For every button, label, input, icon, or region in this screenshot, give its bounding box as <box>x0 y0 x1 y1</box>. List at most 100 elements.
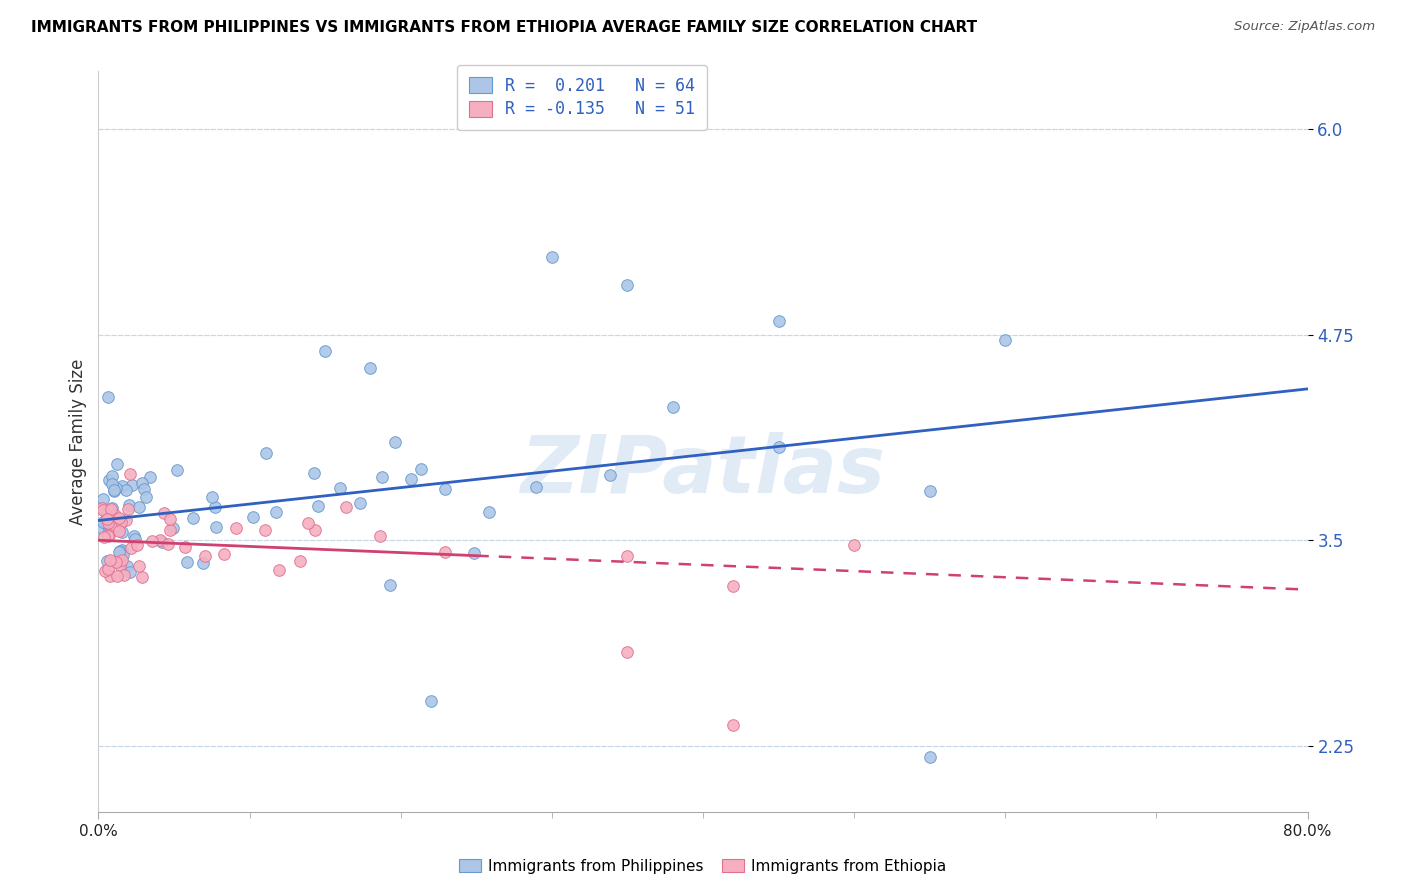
Point <box>103 483 125 497</box>
Point <box>105 569 128 583</box>
Point <box>97 561 120 575</box>
Point <box>661 400 683 414</box>
Point <box>107 511 129 525</box>
Point <box>205 520 228 534</box>
Point <box>616 549 638 563</box>
Text: ZIPatlas: ZIPatlas <box>520 432 886 510</box>
Point <box>104 518 127 533</box>
Point <box>97 390 120 404</box>
Point <box>181 511 204 525</box>
Point <box>384 435 406 450</box>
Point <box>994 333 1017 347</box>
Point <box>91 520 114 534</box>
Point <box>304 523 326 537</box>
Point <box>159 523 181 537</box>
Point <box>101 469 124 483</box>
Point <box>302 466 325 480</box>
Point <box>918 483 941 498</box>
Point <box>96 516 118 530</box>
Point <box>314 344 336 359</box>
Point <box>723 717 745 731</box>
Point <box>124 529 146 543</box>
Point <box>108 543 131 558</box>
Point <box>125 538 148 552</box>
Point <box>264 505 287 519</box>
Point <box>141 534 163 549</box>
Point <box>98 504 121 518</box>
Point <box>98 528 121 542</box>
Point <box>162 521 184 535</box>
Point <box>100 476 122 491</box>
Point <box>97 473 120 487</box>
Point <box>108 558 131 572</box>
Point <box>97 519 120 533</box>
Point <box>128 558 150 573</box>
Point <box>118 467 141 481</box>
Point <box>918 750 941 764</box>
Point <box>93 530 115 544</box>
Point <box>97 527 120 541</box>
Point <box>149 533 172 548</box>
Point <box>768 314 790 328</box>
Point <box>111 553 134 567</box>
Point <box>193 549 215 563</box>
Point <box>105 458 128 472</box>
Point <box>100 502 122 516</box>
Point <box>378 578 401 592</box>
Point <box>349 495 371 509</box>
Point <box>308 499 330 513</box>
Point <box>120 565 142 579</box>
Point <box>115 559 138 574</box>
Point <box>409 462 432 476</box>
Point <box>96 512 118 526</box>
Point <box>131 570 153 584</box>
Text: Source: ZipAtlas.com: Source: ZipAtlas.com <box>1234 20 1375 33</box>
Point <box>111 542 134 557</box>
Point <box>139 470 162 484</box>
Point <box>150 535 173 549</box>
Point <box>254 445 277 459</box>
Point <box>96 553 118 567</box>
Point <box>616 645 638 659</box>
Point <box>242 510 264 524</box>
Point <box>335 500 357 514</box>
Point <box>134 482 156 496</box>
Point <box>176 555 198 569</box>
Point <box>104 508 127 522</box>
Point <box>91 515 114 529</box>
Point <box>112 568 135 582</box>
Point <box>124 532 146 546</box>
Point <box>328 481 350 495</box>
Point <box>111 549 134 563</box>
Point <box>94 564 117 578</box>
Point <box>159 512 181 526</box>
Point <box>135 490 157 504</box>
Point <box>616 278 638 293</box>
Text: IMMIGRANTS FROM PHILIPPINES VS IMMIGRANTS FROM ETHIOPIA AVERAGE FAMILY SIZE CORR: IMMIGRANTS FROM PHILIPPINES VS IMMIGRANT… <box>31 20 977 35</box>
Point <box>153 506 176 520</box>
Point <box>110 515 132 529</box>
Point <box>111 478 134 492</box>
Point <box>98 553 121 567</box>
Point <box>91 503 114 517</box>
Point <box>131 476 153 491</box>
Point <box>297 516 319 530</box>
Point <box>107 524 129 538</box>
Point <box>108 544 131 558</box>
Point <box>93 491 115 506</box>
Point <box>478 505 501 519</box>
Point <box>97 529 120 543</box>
Point <box>224 520 246 534</box>
Point <box>105 555 128 569</box>
Point <box>399 472 422 486</box>
Point <box>253 523 276 537</box>
Point <box>201 490 224 504</box>
Point <box>118 498 141 512</box>
Point <box>524 480 547 494</box>
Point <box>434 482 457 496</box>
Point <box>723 579 745 593</box>
Point <box>121 477 143 491</box>
Point <box>107 556 129 570</box>
Point <box>844 538 866 552</box>
Point <box>156 537 179 551</box>
